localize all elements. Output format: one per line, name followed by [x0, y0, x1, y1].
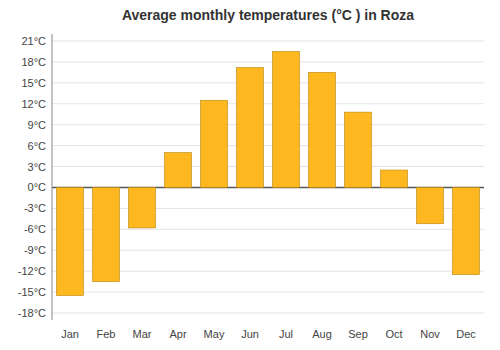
x-tick-label: Apr [169, 328, 186, 340]
bar [165, 153, 192, 188]
bar [93, 187, 120, 281]
bar [129, 187, 156, 227]
y-tick-label: -6°C [24, 223, 46, 235]
grid-line [52, 40, 484, 41]
bar [345, 112, 372, 187]
grid-line [52, 61, 484, 62]
grid-line [52, 103, 484, 104]
x-tick-label: May [204, 328, 225, 340]
x-tick-label: Sep [348, 328, 368, 340]
y-tick-label: -18°C [18, 307, 46, 319]
y-axis-line [52, 34, 53, 320]
bar [57, 187, 84, 295]
y-tick-label: 15°C [21, 77, 46, 89]
bars [57, 51, 480, 295]
bar [453, 187, 480, 274]
x-tick-label: Jul [279, 328, 293, 340]
y-tick-label: -15°C [18, 286, 46, 298]
y-tick-label: 9°C [28, 119, 47, 131]
y-tick-label: -3°C [24, 202, 46, 214]
grid-line [52, 145, 484, 146]
grid-line [52, 166, 484, 167]
grid-line [52, 124, 484, 125]
title: Average monthly temperatures (°C ) in Ro… [122, 7, 414, 23]
x-tick-label: Nov [420, 328, 440, 340]
x-tick-label: Dec [456, 328, 476, 340]
bar [237, 67, 264, 187]
bar [381, 170, 408, 187]
grid-line [52, 313, 484, 314]
x-tick-label: Mar [133, 328, 152, 340]
bar [309, 72, 336, 187]
bar [201, 100, 228, 187]
x-tick-label: Feb [97, 328, 116, 340]
bar [273, 51, 300, 187]
x-tick-label: Aug [312, 328, 332, 340]
x-tick-label: Jun [241, 328, 259, 340]
y-tick-label: 3°C [28, 161, 47, 173]
y-tick-label: 12°C [21, 98, 46, 110]
grid-line [52, 82, 484, 83]
y-tick-label: -9°C [24, 244, 46, 256]
grid-line [52, 292, 484, 293]
y-tick-label: -12°C [18, 265, 46, 277]
bar [417, 187, 444, 223]
y-tick-label: 0°C [28, 181, 47, 193]
x-tick-label: Jan [61, 328, 79, 340]
chart: Average monthly temperatures (°C ) in Ro… [0, 0, 500, 350]
x-tick-label: Oct [385, 328, 402, 340]
y-tick-label: 18°C [21, 56, 46, 68]
y-tick-label: 21°C [21, 35, 46, 47]
grid [52, 41, 484, 313]
y-tick-label: 6°C [28, 140, 47, 152]
